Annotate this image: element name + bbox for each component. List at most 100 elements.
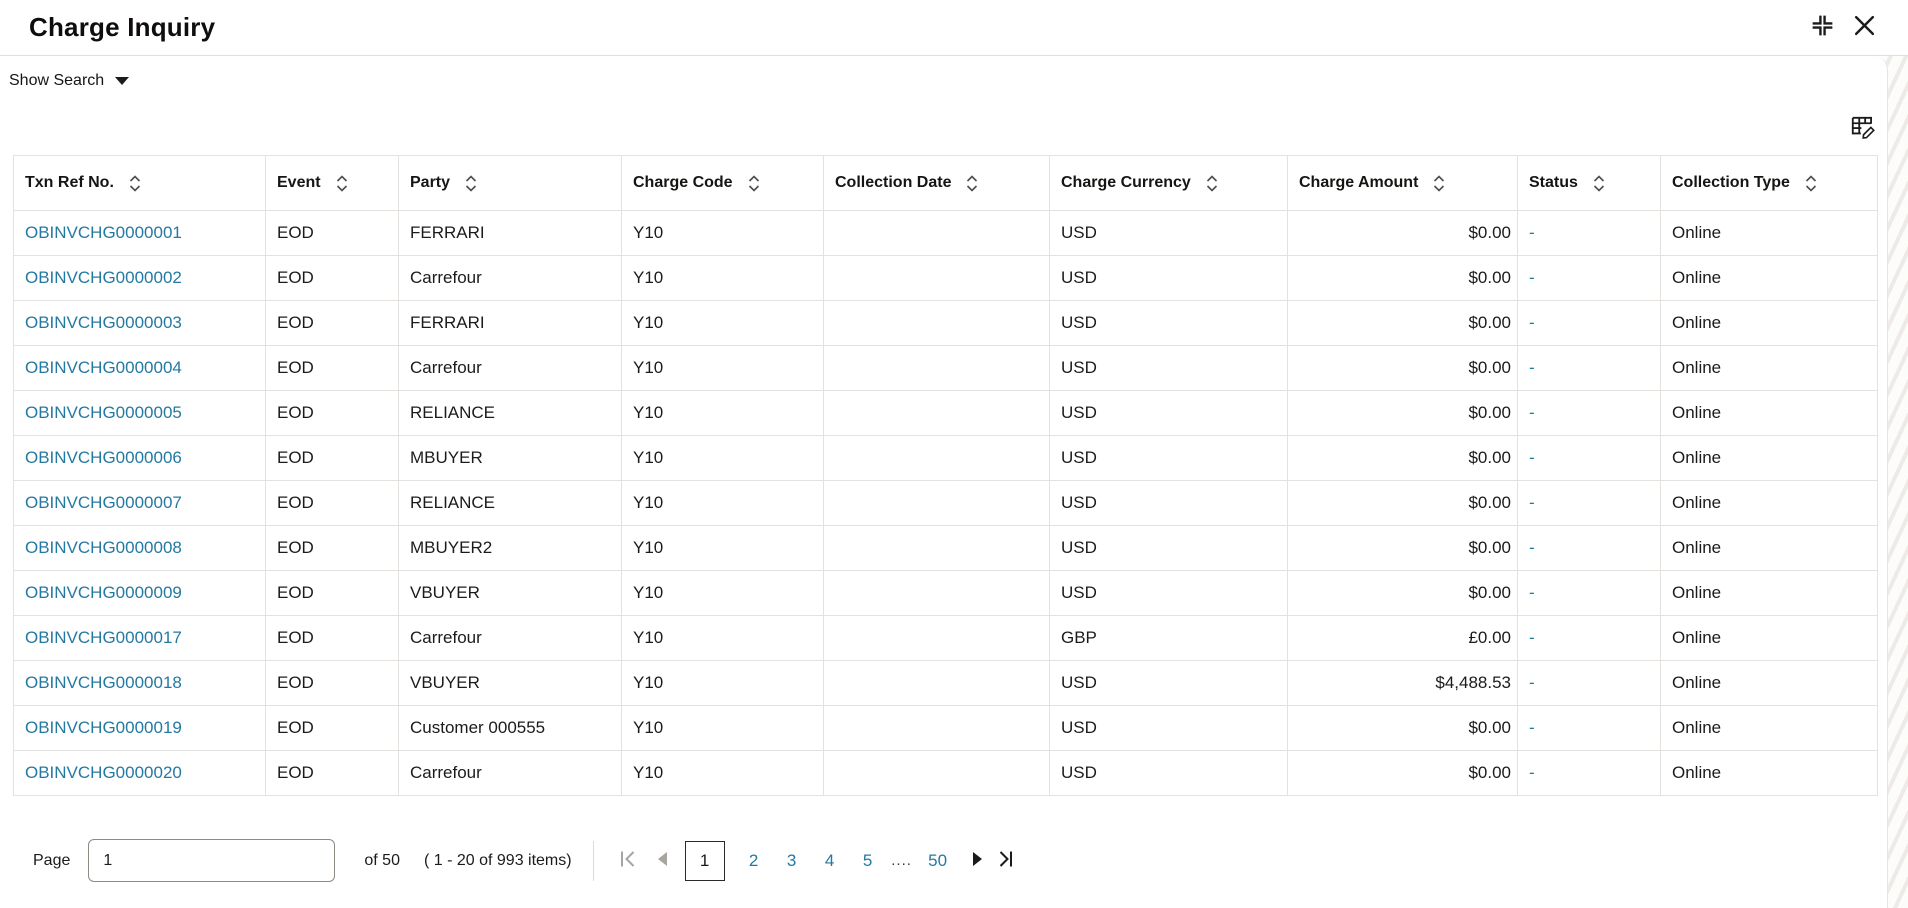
collapse-window-button[interactable] — [1808, 13, 1836, 41]
txn-ref-link[interactable]: OBINVCHG0000007 — [25, 493, 182, 512]
status-link[interactable]: - — [1529, 313, 1535, 332]
cell-charge-currency: USD — [1049, 750, 1288, 796]
cell-status: - — [1517, 435, 1661, 481]
status-link[interactable]: - — [1529, 358, 1535, 377]
cell-txn-ref: OBINVCHG0000001 — [13, 210, 266, 256]
page-input[interactable] — [88, 839, 336, 882]
cell-collection-type: Online — [1660, 435, 1878, 481]
cell-charge-amount: $0.00 — [1287, 255, 1518, 301]
txn-ref-link[interactable]: OBINVCHG0000019 — [25, 718, 182, 737]
cell-collection-type: Online — [1660, 300, 1878, 346]
cell-status: - — [1517, 210, 1661, 256]
current-page-indicator[interactable]: 1 — [684, 840, 725, 881]
show-search-toggle[interactable]: Show Search — [9, 72, 130, 90]
cell-collection-date — [823, 210, 1050, 256]
status-link[interactable]: - — [1529, 403, 1535, 422]
next-page-icon — [971, 851, 984, 870]
status-link[interactable]: - — [1529, 268, 1535, 287]
status-link[interactable]: - — [1529, 583, 1535, 602]
status-link[interactable]: - — [1529, 493, 1535, 512]
txn-ref-link[interactable]: OBINVCHG0000004 — [25, 358, 182, 377]
status-link[interactable]: - — [1529, 718, 1535, 737]
cell-party: Carrefour — [398, 345, 622, 391]
table-body: OBINVCHG0000001 EOD FERRARI Y10 USD $0.0… — [13, 210, 1878, 796]
manage-columns-button[interactable] — [1848, 113, 1878, 143]
cell-event: EOD — [265, 435, 399, 481]
cell-status: - — [1517, 750, 1661, 796]
cell-status: - — [1517, 480, 1661, 526]
sort-icon — [1593, 174, 1605, 192]
dialog-titlebar: Charge Inquiry — [0, 0, 1908, 56]
status-link[interactable]: - — [1529, 223, 1535, 242]
cell-charge-amount: $0.00 — [1287, 480, 1518, 526]
page-link-5[interactable]: 5 — [862, 850, 873, 870]
cell-txn-ref: OBINVCHG0000009 — [13, 570, 266, 616]
column-header-charge-code[interactable]: Charge Code — [621, 155, 824, 211]
sort-icon — [1433, 174, 1445, 192]
last-page-button[interactable] — [996, 849, 1016, 872]
cell-collection-date — [823, 750, 1050, 796]
column-header-txn-ref[interactable]: Txn Ref No. — [13, 155, 266, 211]
show-search-label: Show Search — [9, 72, 105, 89]
status-link[interactable]: - — [1529, 763, 1535, 782]
column-header-charge-currency[interactable]: Charge Currency — [1049, 155, 1288, 211]
first-page-icon — [618, 849, 638, 872]
cell-event: EOD — [265, 390, 399, 436]
cell-charge-amount: £0.00 — [1287, 615, 1518, 661]
next-page-button[interactable] — [971, 851, 984, 870]
cell-charge-code: Y10 — [621, 480, 824, 526]
cell-party: FERRARI — [398, 210, 622, 256]
txn-ref-link[interactable]: OBINVCHG0000017 — [25, 628, 182, 647]
txn-ref-link[interactable]: OBINVCHG0000018 — [25, 673, 182, 692]
cell-charge-code: Y10 — [621, 255, 824, 301]
cell-charge-code: Y10 — [621, 525, 824, 571]
column-header-charge-amount[interactable]: Charge Amount — [1287, 155, 1518, 211]
status-link[interactable]: - — [1529, 538, 1535, 557]
cell-charge-currency: USD — [1049, 300, 1288, 346]
column-header-collection-type[interactable]: Collection Type — [1660, 155, 1878, 211]
txn-ref-link[interactable]: OBINVCHG0000008 — [25, 538, 182, 557]
cell-charge-code: Y10 — [621, 615, 824, 661]
page-link-last[interactable]: 50 — [928, 850, 948, 870]
cell-collection-date — [823, 435, 1050, 481]
previous-page-button[interactable] — [656, 851, 669, 870]
sort-icon — [1206, 174, 1218, 192]
cell-collection-type: Online — [1660, 255, 1878, 301]
txn-ref-link[interactable]: OBINVCHG0000020 — [25, 763, 182, 782]
table-row: OBINVCHG0000019 EOD Customer 000555 Y10 … — [13, 705, 1878, 751]
cell-charge-code: Y10 — [621, 660, 824, 706]
table-row: OBINVCHG0000020 EOD Carrefour Y10 USD $0… — [13, 750, 1878, 796]
cell-charge-code: Y10 — [621, 435, 824, 481]
cell-txn-ref: OBINVCHG0000005 — [13, 390, 266, 436]
table-row: OBINVCHG0000007 EOD RELIANCE Y10 USD $0.… — [13, 480, 1878, 526]
cell-collection-date — [823, 480, 1050, 526]
column-header-party[interactable]: Party — [398, 155, 622, 211]
txn-ref-link[interactable]: OBINVCHG0000005 — [25, 403, 182, 422]
cell-party: Carrefour — [398, 750, 622, 796]
close-button[interactable] — [1850, 13, 1878, 41]
column-header-event[interactable]: Event — [265, 155, 399, 211]
txn-ref-link[interactable]: OBINVCHG0000003 — [25, 313, 182, 332]
sort-icon — [1805, 174, 1817, 192]
cell-collection-type: Online — [1660, 750, 1878, 796]
cell-charge-code: Y10 — [621, 390, 824, 436]
txn-ref-link[interactable]: OBINVCHG0000002 — [25, 268, 182, 287]
page-link-2[interactable]: 2 — [748, 850, 759, 870]
page-link-4[interactable]: 4 — [824, 850, 835, 870]
cell-collection-date — [823, 705, 1050, 751]
cell-party: MBUYER2 — [398, 525, 622, 571]
txn-ref-link[interactable]: OBINVCHG0000001 — [25, 223, 182, 242]
cell-status: - — [1517, 255, 1661, 301]
status-link[interactable]: - — [1529, 448, 1535, 467]
cell-charge-code: Y10 — [621, 345, 824, 391]
txn-ref-link[interactable]: OBINVCHG0000006 — [25, 448, 182, 467]
status-link[interactable]: - — [1529, 628, 1535, 647]
first-page-button[interactable] — [618, 849, 638, 872]
column-header-collection-date[interactable]: Collection Date — [823, 155, 1050, 211]
page-link-3[interactable]: 3 — [786, 850, 797, 870]
status-link[interactable]: - — [1529, 673, 1535, 692]
column-header-status[interactable]: Status — [1517, 155, 1661, 211]
txn-ref-link[interactable]: OBINVCHG0000009 — [25, 583, 182, 602]
charges-table: Txn Ref No. Event Party Charge Code Coll… — [13, 155, 1878, 796]
cell-charge-amount: $0.00 — [1287, 570, 1518, 616]
